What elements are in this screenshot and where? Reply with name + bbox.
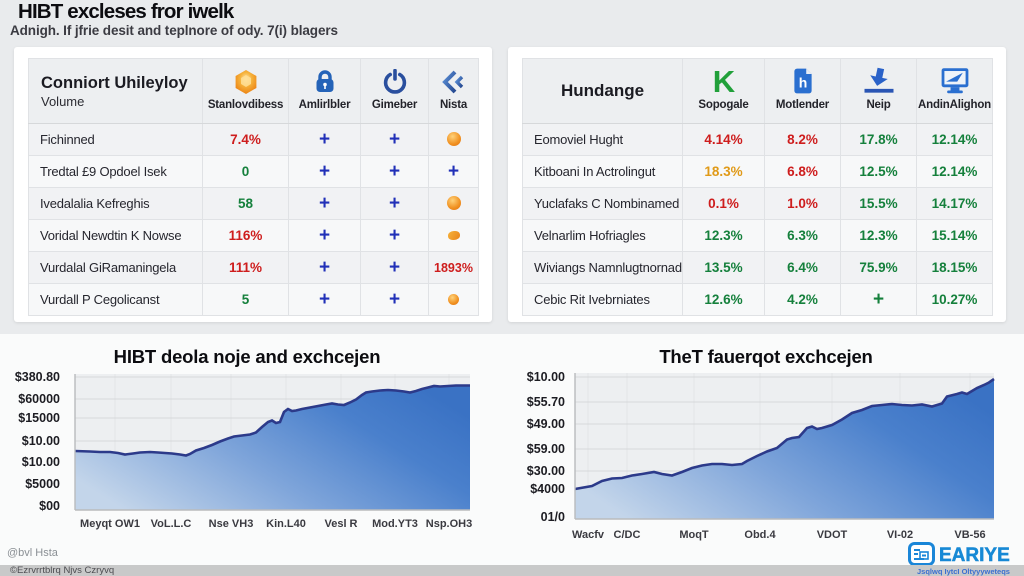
- svg-text:h: h: [798, 74, 807, 90]
- svg-text:Meyqt OW1: Meyqt OW1: [80, 518, 140, 530]
- svg-text:$49.00: $49.00: [527, 417, 565, 431]
- svg-text:$10.00: $10.00: [22, 434, 60, 448]
- svg-text:$59.00: $59.00: [527, 442, 565, 456]
- svg-text:Obd.4: Obd.4: [744, 529, 776, 541]
- svg-text:Mod.YT3: Mod.YT3: [372, 518, 418, 530]
- svg-text:$5000: $5000: [25, 477, 60, 491]
- svg-text:VI-02: VI-02: [887, 529, 913, 541]
- svg-text:VB-56: VB-56: [954, 529, 985, 541]
- svg-text:Nse VH3: Nse VH3: [209, 518, 254, 530]
- svg-text:Vesl R: Vesl R: [324, 518, 357, 530]
- svg-text:01/0: 01/0: [541, 510, 565, 524]
- svg-text:VoL.L.C: VoL.L.C: [151, 518, 192, 530]
- svg-text:Wacfv: Wacfv: [572, 529, 605, 541]
- svg-text:$00: $00: [39, 499, 60, 513]
- svg-text:Kin.L40: Kin.L40: [266, 518, 306, 530]
- svg-text:K: K: [712, 67, 735, 95]
- svg-text:$380.80: $380.80: [15, 370, 60, 384]
- svg-text:$4000: $4000: [530, 482, 565, 496]
- svg-text:$60000: $60000: [18, 392, 60, 406]
- svg-text:MoqT: MoqT: [679, 529, 709, 541]
- svg-text:$30.00: $30.00: [527, 464, 565, 478]
- svg-text:Nsp.OH3: Nsp.OH3: [426, 518, 472, 530]
- svg-text:C/DC: C/DC: [614, 529, 641, 541]
- svg-text:$10.00: $10.00: [527, 370, 565, 384]
- svg-text:VDOT: VDOT: [817, 529, 848, 541]
- svg-text:$55.70: $55.70: [527, 395, 565, 409]
- svg-text:$15000: $15000: [18, 411, 60, 425]
- svg-text:$10.00: $10.00: [22, 455, 60, 469]
